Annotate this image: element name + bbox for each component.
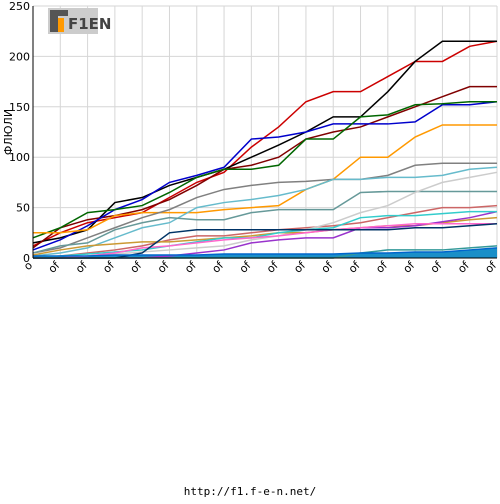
logo-f-stem [50,10,58,32]
y-tick-label: 50 [16,202,30,215]
x-tick-label: оf [209,258,226,275]
series-line [32,101,497,239]
f1en-logo: F1EN [48,8,111,34]
x-tick-label: оf [155,258,172,275]
y-tick-label: 150 [9,101,30,114]
series-line [32,40,497,244]
y-tick-label: 0 [23,252,30,265]
logo-accent [58,18,64,32]
x-tick-label: оf [401,258,418,275]
y-tick-label: 200 [9,50,30,63]
x-tick-label: оf [46,258,63,275]
x-tick-label: оf [346,258,363,275]
x-tick-label: оf [73,258,90,275]
x-tick-label: оf [182,258,199,275]
series-line [32,162,497,254]
series-line [32,210,497,259]
x-tick-label: оf [482,258,499,275]
logo-f-top [50,10,68,16]
footer-url[interactable]: http://f1.f-e-n.net/ [183,485,317,498]
x-tick-label: оf [100,258,117,275]
series-line [32,204,498,259]
series-line [33,124,497,234]
series-line [33,222,497,259]
y-axis-label: ФЛЮЛИ [2,109,15,155]
series-line [32,101,498,251]
x-tick-label: оf [455,258,472,275]
series-layer [32,40,498,259]
logo-text: F1EN [68,15,111,33]
x-tick-label: оf [264,258,281,275]
x-tick-label: оf [291,258,308,275]
x-tick-label: оf [128,258,145,275]
series-line [33,171,498,259]
y-tick-label: 250 [9,0,30,13]
y-tick-label: 100 [9,151,30,164]
series-line [32,166,498,257]
x-tick-label: оf [237,258,254,275]
series-line [33,247,498,257]
x-tick-label: оf [428,258,445,275]
x-tick-label: оf [319,258,336,275]
x-tick-label: оf [373,258,390,275]
